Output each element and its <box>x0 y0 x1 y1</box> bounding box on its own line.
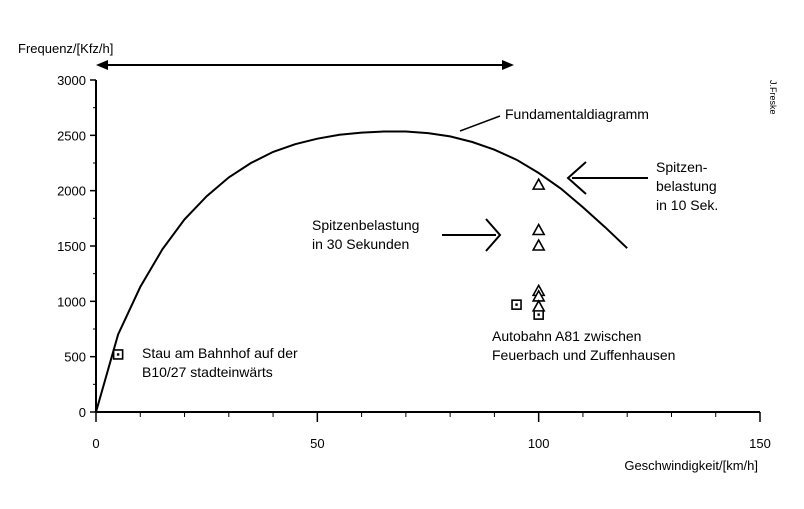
triangle-marker <box>531 222 546 236</box>
square-marker-dot <box>537 313 540 316</box>
annotation-spitze-10: Spitzen- belastung in 10 Sek. <box>656 159 721 213</box>
y-tick-label: 2500 <box>57 128 86 143</box>
annotation-stau: Stau am Bahnhof auf der B10/27 stadteinw… <box>142 345 302 380</box>
arrow-spitze-10 <box>566 161 648 195</box>
triangle-marker <box>531 299 546 312</box>
data-markers <box>112 177 546 360</box>
curve-label: Fundamentaldiagramm <box>505 106 649 122</box>
square-marker-dot <box>116 353 120 356</box>
y-tick-label: 3000 <box>57 73 86 88</box>
y-tick-label: 1000 <box>57 294 86 309</box>
x-axis-label: Geschwindigkeit/[km/h] <box>624 458 758 473</box>
arrow-spitze-30 <box>442 218 502 252</box>
x-tick-label: 100 <box>528 436 550 451</box>
y-tick-label: 500 <box>64 350 86 365</box>
x-axis-ticks: 0 50 100 150 <box>92 412 771 451</box>
fundamental-curve <box>95 130 628 413</box>
y-tick-label: 1500 <box>57 239 86 254</box>
x-tick-label: 50 <box>310 436 324 451</box>
y-tick-label: 0 <box>79 405 86 420</box>
y-tick-label: 2000 <box>57 184 86 199</box>
x-tick-label: 0 <box>92 436 99 451</box>
triangle-marker <box>531 177 546 190</box>
author-label: J.Freske <box>768 80 778 115</box>
square-marker-dot <box>515 303 518 306</box>
annotation-spitze-30: Spitzenbelastung in 30 Sekunden <box>312 217 423 252</box>
range-arrow <box>96 60 514 70</box>
annotation-autobahn: Autobahn A81 zwischen Feuerbach und Zuff… <box>492 328 675 363</box>
triangle-marker <box>531 238 546 251</box>
x-tick-label: 150 <box>749 436 771 451</box>
y-axis-label: Frequenz/[Kfz/h] <box>18 41 113 56</box>
curve-label-pointer <box>459 115 501 132</box>
y-axis-ticks: 0 500 1000 1500 2000 2500 3000 <box>57 73 96 420</box>
